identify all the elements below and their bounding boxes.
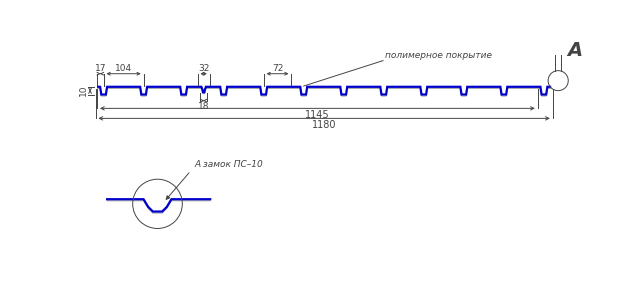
Text: 1145: 1145 xyxy=(305,110,330,119)
Text: 104: 104 xyxy=(115,63,132,73)
Text: 72: 72 xyxy=(272,63,284,73)
Text: 18: 18 xyxy=(198,102,209,111)
Text: 10: 10 xyxy=(79,85,88,96)
Text: А замок ПС–10: А замок ПС–10 xyxy=(195,160,264,169)
Text: 32: 32 xyxy=(198,63,209,73)
Text: полимерное покрытие: полимерное покрытие xyxy=(385,51,492,60)
Text: 1180: 1180 xyxy=(312,119,337,129)
Text: 17: 17 xyxy=(95,63,106,73)
Text: А: А xyxy=(568,40,583,60)
